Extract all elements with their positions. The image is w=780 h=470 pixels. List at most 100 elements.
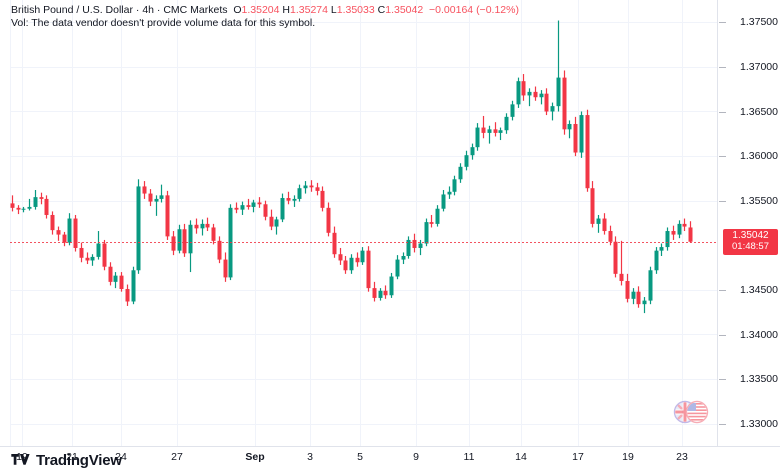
horizontal-gridlines: [10, 22, 717, 425]
price-tick-dash: [719, 334, 726, 336]
chart-plot-area[interactable]: [0, 0, 717, 446]
price-tick-label: 1.37500: [718, 16, 778, 28]
current-price-badge[interactable]: 1.35042 01:48:57: [723, 228, 778, 255]
legend-close-value: 1.35042: [385, 4, 424, 16]
legend-change-percent: (−0.12%): [476, 4, 519, 16]
candle-body: [642, 300, 647, 305]
candle-body: [136, 186, 141, 271]
price-tick-dash: [719, 111, 726, 113]
legend-sep-2: ·: [154, 4, 164, 16]
legend-symbol-line: British Pound / U.S. Dollar · 4h · CMC M…: [11, 4, 519, 17]
candle-body: [412, 239, 417, 248]
candle-body: [338, 254, 343, 261]
candle-body: [165, 195, 170, 237]
candle-body: [475, 127, 480, 148]
time-tick-label: 5: [357, 451, 363, 463]
chart-legend[interactable]: British Pound / U.S. Dollar · 4h · CMC M…: [11, 4, 519, 29]
candle-body: [631, 291, 636, 299]
price-tick-label: 1.34000: [718, 329, 778, 341]
candle-body: [286, 198, 291, 201]
candle-body: [406, 239, 411, 257]
candle-body: [292, 198, 297, 201]
candle-body: [470, 147, 475, 156]
candle-body: [579, 115, 584, 153]
candle-body: [401, 256, 406, 260]
candle-body: [200, 223, 205, 229]
candle-body: [10, 203, 15, 208]
price-tick-dash: [719, 289, 726, 291]
vertical-gridlines: [10, 0, 683, 446]
legend-interval[interactable]: 4h: [142, 4, 154, 16]
candle-body: [303, 185, 308, 189]
time-tick-label: 19: [622, 451, 634, 463]
tradingview-branding[interactable]: TradingView: [11, 452, 122, 469]
price-tick-label: 1.37000: [718, 61, 778, 73]
candle-body: [573, 123, 578, 153]
candle-body: [383, 290, 388, 296]
legend-exchange: CMC Markets: [163, 4, 228, 16]
price-tick-label: 1.33500: [718, 373, 778, 385]
legend-change-absolute: −0.00164: [429, 4, 474, 16]
candle-body: [527, 91, 532, 96]
candle-body: [590, 188, 595, 224]
price-scale[interactable]: 1.37500 1.37000 1.36500 1.36000 1.35500 1.345…: [717, 0, 780, 446]
candle-body: [654, 250, 659, 271]
time-tick-label: 21: [66, 451, 78, 463]
legend-open-value: 1.35204: [241, 4, 280, 16]
candle-body: [171, 236, 176, 251]
candle-body: [21, 208, 26, 210]
candle-body: [464, 155, 469, 167]
candle-body: [366, 250, 371, 289]
candle-body: [429, 222, 434, 224]
time-tick-label: 14: [515, 451, 527, 463]
candle-body: [458, 166, 463, 180]
candle-body: [539, 93, 544, 98]
candle-body: [182, 229, 187, 254]
time-tick-label: 24: [115, 451, 127, 463]
candle-body: [613, 241, 618, 274]
candle-body: [619, 273, 624, 281]
candle-body: [533, 91, 538, 98]
candle-body: [326, 207, 331, 233]
candle-body: [251, 202, 256, 207]
candle-body: [671, 231, 676, 235]
candle-body: [320, 190, 325, 208]
candle-body: [521, 81, 526, 96]
candle-body: [441, 194, 446, 209]
candle-body: [211, 227, 216, 241]
candle-body: [39, 197, 44, 199]
candle-body: [119, 275, 124, 290]
candle-body: [263, 204, 268, 217]
tradingview-wordmark: TradingView: [36, 452, 122, 469]
candle-body: [142, 186, 147, 194]
candle-body: [309, 185, 314, 188]
price-tick-label: 1.33000: [718, 418, 778, 430]
candle-body: [567, 123, 572, 130]
candle-body: [67, 218, 72, 243]
candle-body: [315, 187, 320, 191]
tradingview-logo-icon: [11, 453, 30, 465]
time-tick-label: 23: [676, 451, 688, 463]
price-tick-label: 1.35500: [718, 195, 778, 207]
candle-body: [378, 290, 383, 298]
candle-body: [108, 266, 113, 282]
candlestick-plot[interactable]: [0, 0, 717, 446]
candle-body: [16, 207, 21, 210]
candle-body: [544, 93, 549, 112]
price-tick-dash: [719, 22, 726, 24]
candle-body: [159, 195, 164, 199]
candlestick-series[interactable]: [10, 20, 693, 314]
legend-symbol-description[interactable]: British Pound / U.S. Dollar: [11, 4, 133, 16]
legend-sep-1: ·: [132, 4, 143, 16]
legend-volume-notice: Vol: The data vendor doesn't provide vol…: [11, 16, 316, 29]
candle-body: [194, 224, 199, 229]
candle-body: [550, 106, 555, 112]
candle-body: [372, 288, 377, 298]
candle-body: [556, 77, 561, 107]
candle-body: [389, 276, 394, 296]
candle-body: [636, 291, 641, 305]
time-tick-label: 9: [413, 451, 419, 463]
candle-body: [585, 115, 590, 189]
candle-body: [223, 259, 228, 278]
